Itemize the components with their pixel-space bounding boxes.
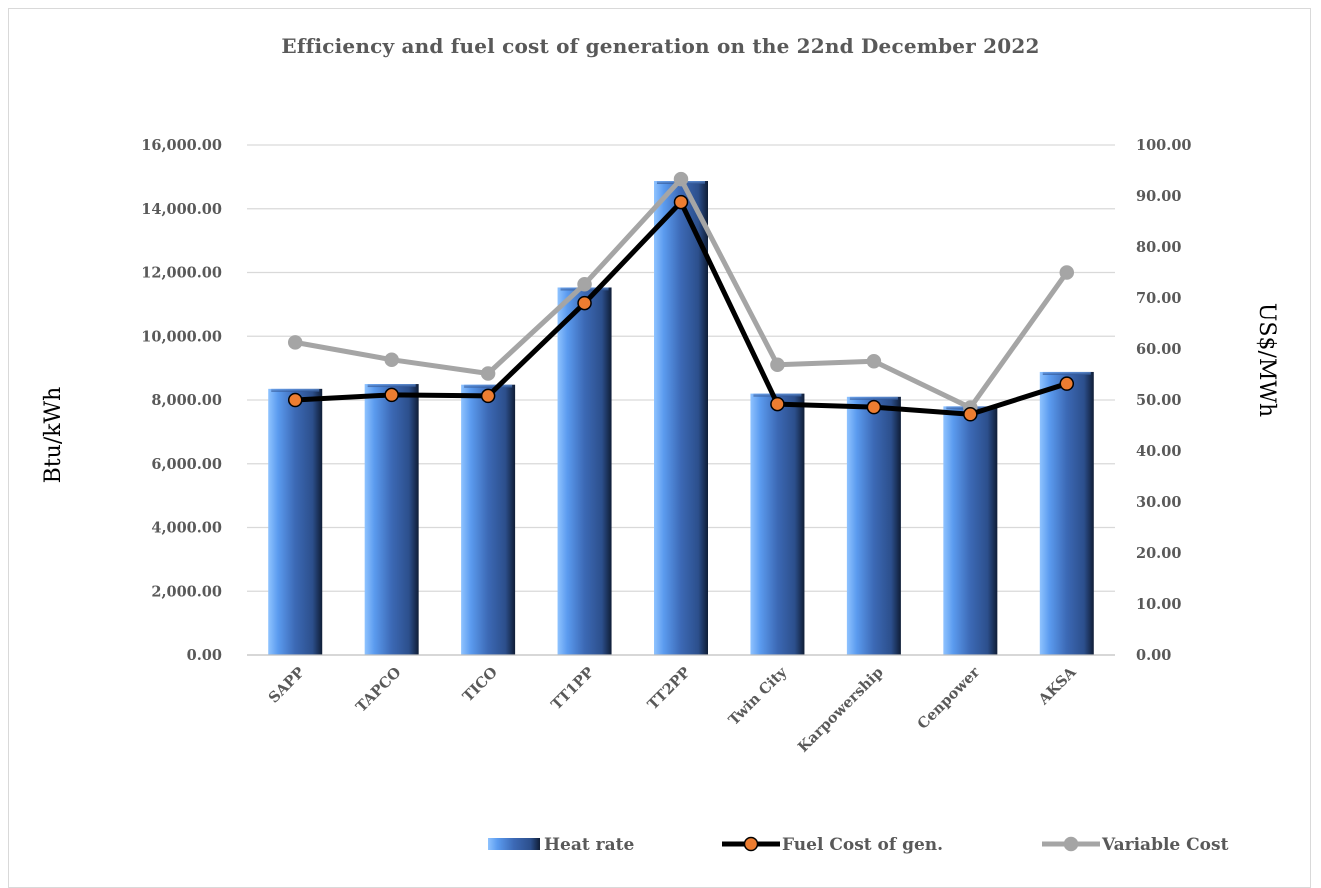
- bar-series-heat-rate: [268, 181, 1094, 656]
- legend-label: Fuel Cost of gen.: [782, 835, 943, 855]
- marker-fuel-cost-of-gen: [963, 407, 978, 422]
- y-right-tick-label: 60.00: [1136, 341, 1181, 358]
- y-left-tick-label: 16,000.00: [141, 137, 222, 154]
- x-tick-label: TT2PP: [644, 664, 694, 714]
- y-left-tick-label: 6,000.00: [151, 456, 222, 473]
- y-right-tick-label: 70.00: [1136, 290, 1181, 307]
- marker-variable-cost: [673, 171, 689, 187]
- y-left-axis-title: Btu/kWh: [41, 387, 66, 484]
- x-tick-label: AKSA: [1035, 663, 1080, 708]
- marker-fuel-cost-of-gen: [1059, 376, 1075, 391]
- bar-tt2pp: [654, 181, 708, 656]
- chart-title: Efficiency and fuel cost of generation o…: [281, 34, 1040, 58]
- y-right-tick-label: 50.00: [1136, 392, 1181, 409]
- bar-top-bevel: [849, 396, 898, 400]
- marker-variable-cost: [577, 276, 592, 292]
- marker-fuel-cost-of-gen: [866, 399, 882, 415]
- y-right-tick-label: 0.00: [1136, 647, 1171, 664]
- bar-karpowership: [846, 396, 901, 655]
- x-tick-label: Twin City: [725, 663, 790, 728]
- marker-variable-cost: [384, 352, 399, 367]
- y-right-tick-label: 90.00: [1136, 188, 1181, 205]
- bar-sapp: [268, 388, 323, 655]
- legend-swatch-heat-rate: [488, 838, 540, 850]
- marker-fuel-cost-of-gen: [287, 392, 303, 408]
- legend: Heat rate Fuel Cost of gen. Variable Cost: [488, 835, 1229, 855]
- bar-tico: [461, 384, 516, 655]
- bar-top-bevel: [367, 384, 416, 388]
- legend-label: Heat rate: [544, 835, 634, 855]
- y-left-tick-label: 10,000.00: [141, 328, 222, 345]
- marker-fuel-cost-of-gen: [577, 295, 592, 311]
- bar-top-bevel: [464, 384, 513, 388]
- bar-twin-city: [750, 393, 805, 655]
- y-left-tick-label: 12,000.00: [141, 265, 222, 282]
- x-tick-label: TT1PP: [548, 664, 598, 714]
- legend-marker: [1063, 836, 1079, 852]
- x-tick-label: TICO: [459, 664, 501, 706]
- marker-variable-cost: [287, 335, 303, 350]
- y-right-tick-label: 80.00: [1136, 239, 1181, 256]
- y-left-tick-label: 0.00: [187, 647, 222, 664]
- y-right-tick-label: 100.00: [1136, 137, 1192, 154]
- x-tick-label: Cenpower: [914, 664, 983, 733]
- marker-fuel-cost-of-gen: [770, 396, 785, 412]
- x-tick-label: SAPP: [265, 664, 308, 707]
- legend-label: Variable Cost: [1101, 835, 1229, 855]
- y-right-tick-label: 40.00: [1136, 443, 1181, 460]
- bar-tapco: [364, 384, 419, 655]
- line-series: [287, 171, 1075, 422]
- bar-top-bevel: [271, 388, 320, 392]
- x-tick-label: TAPCO: [353, 664, 405, 716]
- marker-fuel-cost-of-gen: [673, 194, 689, 210]
- y-left-tick-label: 8,000.00: [151, 392, 222, 409]
- bar-aksa: [1039, 371, 1094, 655]
- marker-variable-cost: [480, 366, 496, 381]
- y-right-tick-label: 30.00: [1136, 494, 1181, 511]
- y-right-tick-label: 10.00: [1136, 596, 1181, 613]
- bar-top-bevel: [753, 393, 802, 397]
- marker-variable-cost: [1059, 265, 1075, 280]
- y-left-tick-label: 14,000.00: [141, 201, 222, 218]
- y-left-tick-label: 4,000.00: [151, 520, 222, 537]
- y-right-axis-title: US$/MWh: [1254, 303, 1279, 417]
- marker-variable-cost: [770, 357, 785, 373]
- marker-variable-cost: [866, 353, 882, 369]
- x-tick-label: Karpowership: [795, 664, 887, 756]
- legend-marker: [743, 836, 759, 852]
- marker-fuel-cost-of-gen: [384, 387, 399, 403]
- y-left-tick-label: 2,000.00: [151, 583, 222, 600]
- y-right-tick-label: 20.00: [1136, 545, 1181, 562]
- bar-cenpower: [943, 406, 998, 655]
- bar-tt1pp: [557, 287, 612, 655]
- bar-top-bevel: [1042, 371, 1091, 375]
- marker-fuel-cost-of-gen: [480, 388, 496, 404]
